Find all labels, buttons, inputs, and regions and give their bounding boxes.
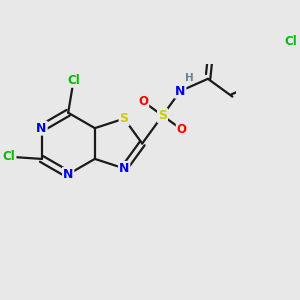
Text: H: H	[184, 73, 193, 83]
Text: O: O	[177, 123, 187, 136]
Text: N: N	[63, 168, 74, 181]
Text: N: N	[119, 162, 129, 175]
Text: Cl: Cl	[3, 150, 16, 163]
Text: Cl: Cl	[67, 74, 80, 87]
Text: Cl: Cl	[284, 35, 297, 48]
Text: N: N	[175, 85, 185, 98]
Text: S: S	[158, 109, 167, 122]
Text: O: O	[138, 95, 148, 108]
Text: S: S	[120, 112, 129, 125]
Text: N: N	[36, 122, 47, 135]
